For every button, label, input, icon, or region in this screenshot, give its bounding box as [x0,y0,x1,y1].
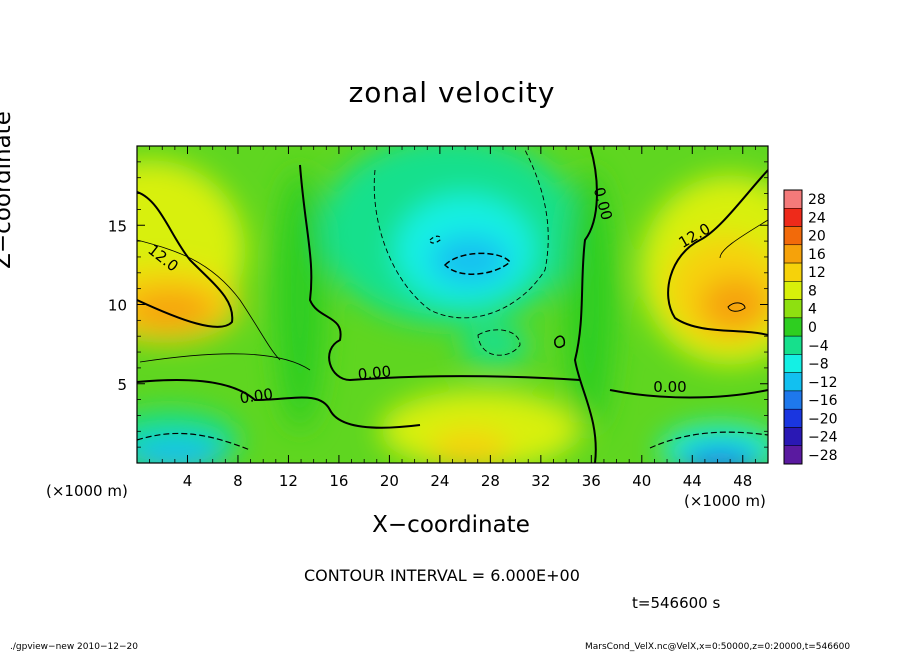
x-axis-label-text: X−coordinate [372,512,530,538]
x-tick-label: 32 [531,472,550,490]
colorbar-segment [783,354,803,373]
contour-label: 0.00 [653,378,686,396]
colorbar-segment [783,317,803,337]
x-tick-label: 24 [430,472,449,490]
colorbar-segment [783,372,803,392]
y-tick-label: 15 [108,217,127,235]
colorbar-label: −4 [808,338,829,354]
colorbar-segment [783,390,803,410]
x-unit-label-right: (×1000 m) [684,492,766,510]
colorbar-label: −20 [808,411,838,427]
x-tick-label: 8 [233,472,243,490]
contour-label: 0.00 [239,385,275,407]
colorbar-label: −8 [808,357,829,373]
contour-lines [137,146,768,463]
contour-interval-note: CONTOUR INTERVAL = 6.000E+00 [304,566,580,585]
y-axis-label: Z−coordinate [0,111,16,269]
colorbar-segment [783,262,803,282]
colorbar-segment [783,335,803,355]
x-tick-label: 12 [279,472,298,490]
chart-title: zonal velocity [348,76,556,109]
colorbar-label: −28 [808,448,838,464]
x-tick-label: 36 [582,472,601,490]
colorbar-label: −24 [808,430,838,446]
time-label: t=546600 s [632,594,721,612]
colorbar-segment [783,281,803,300]
colorbar-label: −12 [808,375,838,391]
footer-file-info: MarsCond_VelX.nc@VelX,x=0:50000,z=0:2000… [585,642,851,652]
colorbar-segment [783,189,803,209]
x-unit-label-left: (×1000 m) [46,482,128,500]
colorbar-label: 20 [808,229,826,245]
colorbar-label: 24 [808,210,826,226]
colorbar-label: 0 [808,320,817,336]
x-axis-label: X−coordinate [0,512,904,538]
colorbar-segment [783,408,803,428]
velocity-field [137,146,768,463]
x-tick-label: 44 [683,472,702,490]
colorbar-label: 16 [808,247,826,263]
x-tick-label: 28 [481,472,500,490]
colorbar-label: 4 [808,302,817,318]
footer-program-info: ./gpview−new 2010−12−20 [10,642,138,652]
colorbar-label: 8 [808,283,817,299]
contour-label: 0.00 [357,362,392,383]
colorbar-label: 28 [808,192,826,208]
colorbar-segment [783,226,803,246]
colorbar-segment [783,445,803,465]
colorbar-label: 12 [808,265,826,281]
x-tick-label: 20 [380,472,399,490]
x-tick-label: 4 [183,472,193,490]
y-tick-label: 10 [108,297,127,315]
x-tick-label: 48 [733,472,752,490]
colorbar-label: −16 [808,393,838,409]
y-tick-label: 5 [117,376,127,394]
colorbar-segment [783,299,803,319]
colorbar: 28 24 20 16 12 8 4 0 −4 −8 −12 −16 −20 −24 −28 [783,189,838,465]
x-tick-label: 40 [632,472,651,490]
y-axis-ticks: 5 10 15 [108,161,768,448]
colorbar-segment [783,427,803,446]
x-axis-ticks: 4 8 12 16 20 24 28 32 36 40 44 48 [149,146,756,490]
x-tick-label: 16 [329,472,348,490]
colorbar-segment [783,244,803,264]
colorbar-segment [783,208,803,227]
colorbar-frame [783,189,803,465]
